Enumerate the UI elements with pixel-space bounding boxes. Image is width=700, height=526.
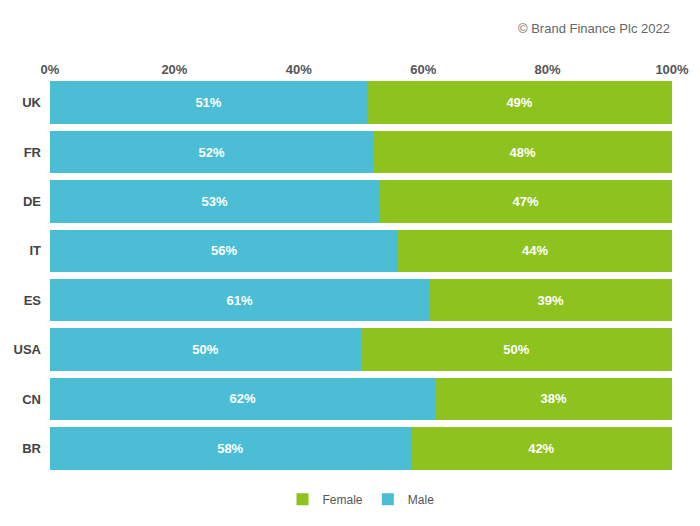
svg-text:UK: UK xyxy=(22,95,41,110)
svg-text:58%: 58% xyxy=(217,441,243,456)
svg-text:48%: 48% xyxy=(509,145,535,160)
svg-text:FR: FR xyxy=(24,145,42,160)
svg-text:20%: 20% xyxy=(161,62,187,77)
svg-text:52%: 52% xyxy=(198,145,224,160)
svg-text:USA: USA xyxy=(14,342,42,357)
svg-text:39%: 39% xyxy=(537,293,563,308)
svg-text:53%: 53% xyxy=(202,194,228,209)
svg-text:38%: 38% xyxy=(541,391,567,406)
svg-text:ES: ES xyxy=(24,293,42,308)
svg-text:0%: 0% xyxy=(41,62,60,77)
svg-text:49%: 49% xyxy=(506,95,532,110)
svg-text:DE: DE xyxy=(23,194,41,209)
svg-text:80%: 80% xyxy=(535,62,561,77)
svg-text:62%: 62% xyxy=(230,391,256,406)
svg-text:100%: 100% xyxy=(655,62,689,77)
svg-text:CN: CN xyxy=(22,391,41,406)
svg-text:51%: 51% xyxy=(195,95,221,110)
svg-text:40%: 40% xyxy=(286,62,312,77)
svg-text:42%: 42% xyxy=(528,441,554,456)
svg-text:Female: Female xyxy=(323,493,363,507)
svg-text:BR: BR xyxy=(22,441,41,456)
svg-text:50%: 50% xyxy=(503,342,529,357)
svg-text:Male: Male xyxy=(408,493,434,507)
svg-text:50%: 50% xyxy=(192,342,218,357)
svg-text:56%: 56% xyxy=(211,243,237,258)
svg-text:© Brand Finance Plc 2022: © Brand Finance Plc 2022 xyxy=(518,21,670,36)
svg-text:47%: 47% xyxy=(513,194,539,209)
svg-text:IT: IT xyxy=(29,243,41,258)
svg-text:44%: 44% xyxy=(522,243,548,258)
svg-text:60%: 60% xyxy=(410,62,436,77)
svg-text:61%: 61% xyxy=(226,293,252,308)
